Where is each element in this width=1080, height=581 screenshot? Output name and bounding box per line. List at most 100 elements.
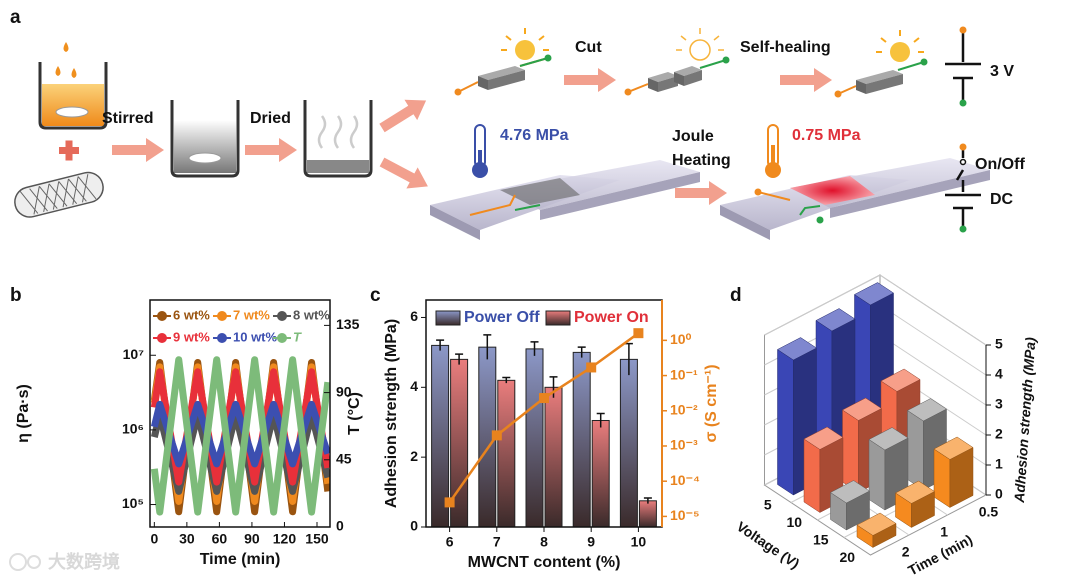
device-healed-part — [920, 58, 928, 66]
device-cut-part — [624, 88, 632, 96]
bar3d — [830, 480, 870, 531]
series-line — [150, 400, 330, 468]
switch-circuit-part — [959, 143, 967, 151]
source-label: DC — [990, 191, 1014, 208]
lap-joint-hot-part — [799, 205, 821, 216]
device-intact-part — [454, 88, 462, 96]
error-bar — [502, 376, 511, 384]
sigma-marker — [586, 362, 597, 373]
z-tick-label: 5 — [995, 336, 1003, 352]
legend-label: 8 wt% — [293, 307, 330, 322]
legend-label: Power Off — [464, 309, 540, 326]
legend-label: 10 wt% — [233, 329, 278, 344]
bar-face-top — [803, 426, 844, 450]
bar-face-top — [933, 436, 974, 460]
lap-joint-hot-part — [757, 191, 791, 201]
sigma-marker — [444, 497, 455, 508]
y2-tick-label: 10⁻² — [670, 401, 698, 417]
switch-circuit — [945, 143, 981, 233]
voltage-label: 3 V — [990, 63, 1014, 80]
legend-swatch — [545, 310, 571, 326]
thermometer-cold — [472, 124, 488, 178]
step-label: Dried — [250, 110, 291, 127]
bar-face-top — [868, 427, 909, 451]
bar — [497, 379, 516, 528]
z-tick-label: 4 — [995, 366, 1003, 382]
beaker-stirred — [170, 100, 240, 178]
thermometer-hot — [765, 124, 781, 178]
beaker-dried-part — [303, 100, 373, 178]
x-tick-label: 6 — [446, 534, 454, 550]
bar — [638, 500, 657, 528]
device-cut-part — [684, 70, 702, 86]
beaker-stirred-part — [170, 100, 240, 178]
error-bar — [577, 346, 586, 358]
device-healed-part — [866, 74, 903, 94]
device-cut-part — [648, 78, 658, 92]
device-healed-part — [876, 30, 924, 53]
process-label: Heating — [672, 152, 731, 169]
y-tick-label: 2 — [902, 544, 910, 560]
watermark-logo-part — [27, 555, 41, 569]
y2-tick-label: 135 — [336, 316, 360, 332]
lap-joint-cold-part — [430, 205, 480, 240]
beaker-ink-part — [38, 62, 108, 130]
lap-joint-hot-part — [754, 188, 762, 196]
error-bar — [643, 497, 652, 504]
y2-tick-label: 90 — [336, 383, 352, 399]
y2-axis-label: σ (S cm⁻¹) — [703, 364, 720, 442]
x-tick-label: 20 — [839, 549, 855, 565]
y-tick-label: 2 — [410, 448, 418, 464]
error-bar — [530, 341, 539, 356]
lap-joint-cold-part — [540, 172, 700, 220]
legend-label: 7 wt% — [233, 307, 270, 322]
device-cut-part — [627, 83, 649, 93]
bar — [591, 419, 610, 528]
bar-face-top — [830, 480, 870, 504]
bar-face-top — [815, 308, 856, 332]
y2-tick-label: 10⁻³ — [670, 437, 698, 453]
legend-swatch — [435, 310, 461, 326]
strength-label: 0.75 MPa — [792, 127, 861, 144]
battery-part — [959, 99, 967, 107]
y-tick-label: 10⁷ — [123, 346, 145, 362]
battery — [945, 26, 981, 107]
grid-line — [764, 274, 987, 346]
device-cut-part — [648, 72, 678, 82]
panel-label: a — [10, 7, 21, 28]
beaker-ink-part — [55, 106, 89, 118]
nanotube-part — [19, 174, 97, 215]
error-bar — [624, 342, 633, 376]
legend-marker — [277, 333, 287, 343]
device-cut-part — [699, 59, 727, 69]
legend-label: Power On — [574, 309, 649, 326]
bar-face-top — [880, 368, 921, 392]
bar-face-top — [842, 397, 882, 421]
y2-tick-label: 10⁰ — [670, 331, 692, 347]
x-tick-label: 8 — [540, 534, 548, 550]
y-axis-label: Adhesion strength (MPa) — [383, 319, 400, 508]
device-healed-part — [834, 90, 842, 98]
device-healed-part — [897, 61, 925, 71]
thermometer-cold-part — [472, 162, 488, 178]
switch-circuit-part — [959, 225, 967, 233]
bar3d — [933, 436, 974, 508]
x-tick-label: 10 — [786, 514, 802, 530]
sigma-marker — [491, 430, 502, 441]
bar-face-top — [907, 398, 947, 422]
arrow — [245, 138, 297, 162]
beaker-dried-part — [317, 115, 359, 149]
error-bar — [596, 412, 605, 428]
z-tick-label: 3 — [995, 396, 1003, 412]
thermometer-hot-part — [771, 145, 775, 165]
arrow — [112, 138, 164, 162]
legend-label: 6 wt% — [173, 307, 210, 322]
y-tick-label: 1 — [940, 524, 948, 540]
watermark-logo-part — [9, 553, 27, 571]
bar-face-left — [868, 439, 886, 511]
device-healed-part — [890, 42, 910, 62]
x-tick-label: 30 — [179, 531, 195, 547]
lap-joint-hot-part — [790, 176, 875, 205]
battery-part — [959, 26, 967, 34]
device-healed-part — [856, 80, 866, 94]
